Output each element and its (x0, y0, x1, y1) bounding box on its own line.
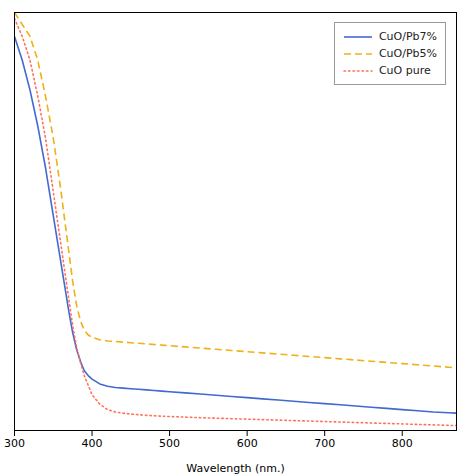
svg-text:Wavelength (nm.): Wavelength (nm.) (186, 462, 285, 474)
svg-text:700: 700 (314, 437, 335, 450)
html-text:CuO pure: CuO pure (378, 64, 431, 77)
svg-text:300: 300 (4, 437, 25, 450)
html-text:CuO/Pb7%: CuO/Pb7% (378, 30, 437, 43)
svg-text:600: 600 (237, 437, 258, 450)
svg-text:500: 500 (159, 437, 180, 450)
svg-text:400: 400 (82, 437, 103, 450)
html-text:CuO/Pb5%: CuO/Pb5% (378, 47, 437, 60)
svg-text:800: 800 (392, 437, 413, 450)
